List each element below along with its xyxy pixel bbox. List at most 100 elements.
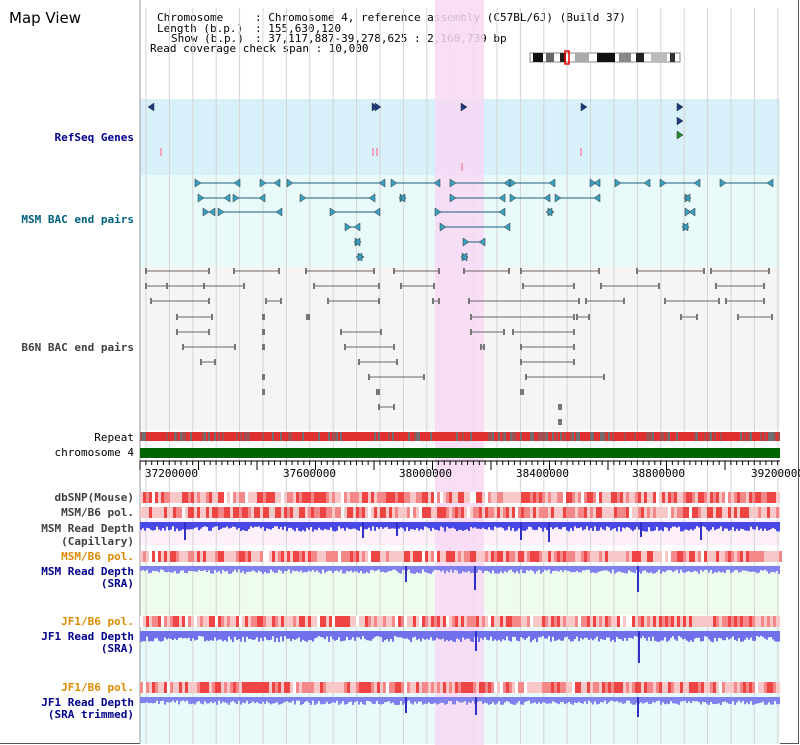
polymorphism-bin bbox=[683, 492, 686, 503]
read-depth-bin bbox=[650, 697, 652, 705]
read-depth-bin bbox=[734, 697, 736, 705]
read-depth-bin bbox=[404, 522, 406, 532]
read-depth-bin bbox=[158, 631, 160, 641]
read-depth-bin bbox=[368, 631, 370, 641]
read-depth-bin bbox=[582, 631, 584, 640]
msm-bac-end bbox=[353, 237, 361, 247]
polymorphism-bin bbox=[206, 492, 209, 503]
read-depth-bin bbox=[736, 566, 738, 571]
read-depth-bin bbox=[648, 522, 650, 528]
read-depth-bin bbox=[496, 566, 498, 574]
read-depth-tracks bbox=[140, 522, 780, 717]
msm-bac-end bbox=[548, 178, 556, 188]
read-depth-bin bbox=[146, 631, 148, 637]
polymorphism-bin bbox=[545, 507, 548, 518]
msm-bac-end bbox=[643, 178, 651, 188]
polymorphism-bin bbox=[734, 492, 737, 503]
polymorphism-bin bbox=[263, 492, 266, 503]
polymorphism-bin bbox=[191, 551, 194, 562]
read-depth-bin bbox=[232, 522, 234, 527]
read-depth-bin bbox=[422, 631, 424, 639]
read-depth-bin bbox=[776, 566, 778, 572]
ideogram-band bbox=[636, 53, 644, 62]
read-depth-bin bbox=[508, 697, 510, 703]
read-depth-bin bbox=[380, 522, 382, 527]
polymorphism-bin bbox=[725, 616, 728, 627]
msm-bac-end bbox=[275, 207, 283, 217]
polymorphism-bin bbox=[698, 507, 701, 518]
read-depth-bin bbox=[166, 522, 168, 527]
read-depth-bin bbox=[560, 697, 562, 703]
read-depth-bin bbox=[262, 522, 264, 527]
read-depth-bin bbox=[148, 631, 150, 642]
read-depth-bin bbox=[542, 522, 544, 532]
polymorphism-bin bbox=[164, 682, 167, 693]
read-depth-bin bbox=[290, 566, 292, 574]
b6n-bac-end bbox=[525, 374, 527, 380]
refseq-genes-track[interactable] bbox=[147, 102, 684, 171]
read-depth-bin bbox=[712, 566, 714, 574]
read-depth-bin bbox=[710, 697, 712, 702]
read-depth-bin bbox=[550, 631, 552, 642]
polymorphism-bin bbox=[767, 507, 770, 518]
read-depth-bin bbox=[390, 566, 392, 571]
read-depth-bin bbox=[696, 522, 698, 527]
read-depth-bin bbox=[194, 566, 196, 572]
read-depth-bin bbox=[242, 631, 244, 637]
polymorphism-bin bbox=[317, 492, 320, 503]
read-depth-bin bbox=[160, 697, 162, 702]
read-depth-bin bbox=[660, 522, 662, 530]
read-depth-bin bbox=[648, 697, 650, 704]
read-depth-bin bbox=[312, 631, 314, 642]
read-depth-bin bbox=[674, 522, 676, 527]
repeat-block bbox=[512, 432, 514, 441]
polymorphism-bin bbox=[197, 492, 200, 503]
msm-bac-track[interactable] bbox=[194, 178, 774, 262]
read-depth-bin bbox=[238, 566, 240, 570]
polymorphism-bin bbox=[701, 551, 704, 562]
b6n-bac-track[interactable] bbox=[145, 268, 773, 425]
read-depth-bin bbox=[494, 522, 496, 527]
msm-bac-end bbox=[478, 237, 486, 247]
polymorphism-bin bbox=[446, 492, 449, 503]
polymorphism-bin bbox=[566, 507, 569, 518]
read-depth-bin bbox=[496, 522, 498, 528]
polymorphism-bin bbox=[653, 616, 656, 627]
polymorphism-bin bbox=[422, 551, 425, 562]
polymorphism-bin bbox=[617, 682, 620, 693]
repeat-block bbox=[764, 432, 766, 441]
polymorphism-bin bbox=[437, 682, 440, 693]
polymorphism-bin bbox=[605, 551, 608, 562]
polymorphism-bin bbox=[620, 616, 623, 627]
ideogram-band bbox=[651, 53, 667, 62]
read-depth-bin bbox=[268, 566, 270, 574]
read-depth-bin bbox=[212, 697, 214, 704]
polymorphism-bin bbox=[473, 682, 476, 693]
repeat-block bbox=[416, 432, 418, 441]
polymorphism-bin bbox=[182, 507, 185, 518]
repeat-block bbox=[662, 432, 664, 441]
read-depth-bin bbox=[492, 697, 494, 703]
read-depth-bin bbox=[372, 697, 374, 705]
read-depth-bin bbox=[332, 631, 334, 640]
read-depth-bin bbox=[732, 566, 734, 572]
read-depth-bin bbox=[380, 566, 382, 573]
length-label: Length (b.p.) bbox=[157, 22, 244, 35]
polymorphism-bin bbox=[179, 682, 182, 693]
read-depth-bin bbox=[170, 522, 172, 530]
read-depth-bin bbox=[544, 631, 546, 639]
read-depth-bin bbox=[452, 697, 454, 705]
read-depth-bin bbox=[704, 522, 706, 528]
read-depth-bin bbox=[624, 566, 626, 574]
b6n-bac-end bbox=[771, 314, 773, 320]
polymorphism-bin bbox=[140, 682, 143, 693]
read-depth-bin bbox=[726, 522, 728, 529]
polymorphism-bin bbox=[617, 616, 620, 627]
polymorphism-bin bbox=[374, 616, 377, 627]
polymorphism-bin bbox=[329, 616, 332, 627]
read-depth-bin bbox=[760, 522, 762, 529]
chromosome-ideogram[interactable] bbox=[529, 50, 681, 65]
polymorphism-bin bbox=[446, 616, 449, 627]
polymorphism-bin bbox=[152, 682, 155, 693]
